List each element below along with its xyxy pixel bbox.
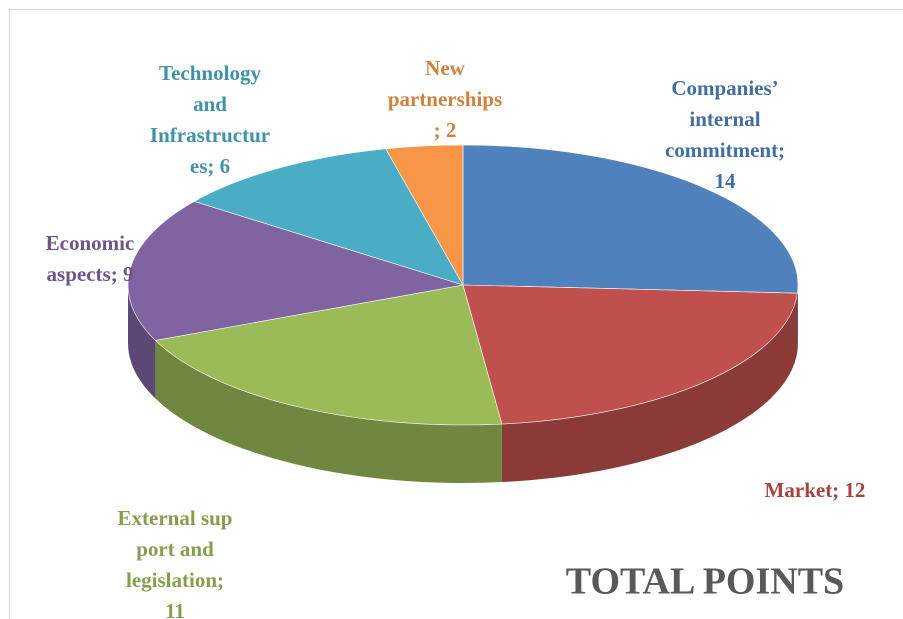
data-label-line: commitment; (665, 138, 785, 162)
data-label-line: partnerships (388, 87, 502, 111)
data-label-line: and (193, 92, 227, 116)
pie-slice-side (155, 340, 502, 483)
data-label-line: 11 (165, 599, 185, 619)
data-label-line: internal (689, 107, 760, 131)
pie-slice (127, 201, 464, 341)
pie-slice-side (501, 293, 798, 483)
data-label-line: Companies’ (671, 76, 778, 100)
data-label-line: Infrastructur (150, 123, 270, 147)
chart-title: TOTAL POINTS (566, 561, 844, 603)
data-label: New partnerships ; 2 (388, 56, 502, 142)
pie-slice (154, 284, 503, 426)
data-label-line: port and (136, 537, 214, 561)
data-label-line: Economic (46, 231, 135, 255)
data-label-line: aspects; 9 (47, 262, 134, 286)
data-label-line: legislation; (126, 568, 224, 592)
data-label-line: Technology (159, 61, 261, 85)
data-label-line: New (425, 56, 465, 80)
data-label-line: es; 6 (190, 154, 230, 178)
pie-slice (193, 148, 464, 286)
pie-slice (385, 144, 464, 287)
data-label: Technology and Infrastructur es; 6 (150, 61, 270, 178)
pie-slice (462, 144, 799, 294)
data-label: Economic aspects; 9 (46, 231, 135, 286)
data-label-line: 14 (715, 169, 737, 193)
data-label-line: ; 2 (434, 118, 457, 142)
data-label: Companies’ internal commitment; 14 (665, 76, 785, 193)
pie-slice-side (797, 285, 798, 352)
data-label: External sup port and legislation; 11 (118, 506, 233, 619)
data-label-line: Market; 12 (765, 478, 866, 502)
data-label: Market; 12 (765, 478, 866, 502)
pie-slice (462, 284, 798, 425)
chart-border (9, 9, 903, 619)
data-label-line: External sup (118, 506, 233, 530)
